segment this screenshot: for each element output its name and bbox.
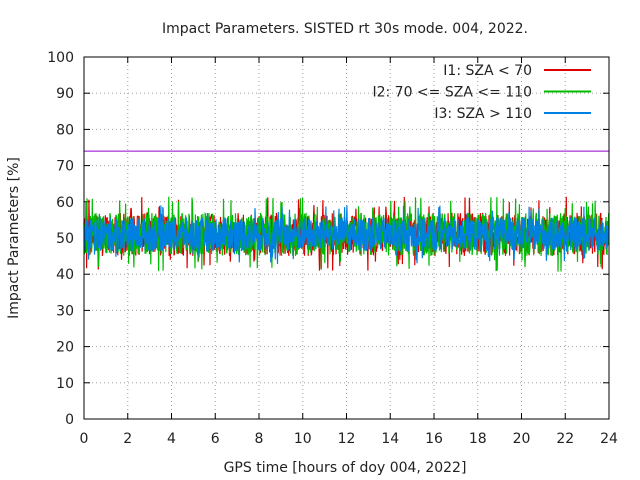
- x-tick-label: 22: [556, 431, 574, 447]
- y-tick-label: 90: [56, 86, 74, 102]
- x-tick-label: 8: [255, 431, 264, 447]
- x-axis-label: GPS time [hours of doy 004, 2022]: [224, 460, 467, 476]
- y-axis-label: Impact Parameters [%]: [6, 157, 22, 319]
- x-tick-label: 10: [294, 431, 312, 447]
- x-tick-label: 18: [469, 431, 487, 447]
- x-axis: 0 2 4 6 8 10 12 14 16 18 20 22 24: [80, 57, 618, 447]
- y-tick-label: 30: [56, 303, 74, 319]
- legend-label: I3: SZA > 110: [434, 106, 532, 122]
- y-axis: 0 10 20 30 40 50 60 70 80 90 100: [47, 50, 609, 428]
- legend-label: I1: SZA < 70: [443, 63, 532, 79]
- y-tick-label: 40: [56, 267, 74, 283]
- x-tick-label: 14: [381, 431, 399, 447]
- x-tick-label: 4: [167, 431, 176, 447]
- legend-label: I2: 70 <= SZA <= 110: [372, 85, 532, 101]
- y-tick-label: 10: [56, 376, 74, 392]
- x-tick-label: 0: [80, 431, 89, 447]
- x-tick-label: 6: [211, 431, 220, 447]
- y-tick-label: 100: [47, 50, 74, 66]
- x-tick-label: 24: [600, 431, 618, 447]
- y-tick-label: 80: [56, 122, 74, 138]
- series-line-3: [83, 205, 610, 265]
- y-tick-label: 60: [56, 195, 74, 211]
- chart-title: Impact Parameters. SISTED rt 30s mode. 0…: [162, 21, 528, 37]
- series-group: [83, 196, 610, 272]
- y-tick-label: 50: [56, 231, 74, 247]
- legend: I1: SZA < 70 I2: 70 <= SZA <= 110 I3: SZA …: [372, 63, 591, 122]
- x-tick-label: 12: [338, 431, 356, 447]
- x-tick-label: 20: [513, 431, 531, 447]
- y-tick-label: 20: [56, 340, 74, 356]
- y-tick-label: 0: [65, 412, 74, 428]
- y-tick-label: 70: [56, 159, 74, 175]
- plot-frame: [83, 56, 610, 420]
- x-tick-label: 16: [425, 431, 443, 447]
- x-tick-label: 2: [123, 431, 132, 447]
